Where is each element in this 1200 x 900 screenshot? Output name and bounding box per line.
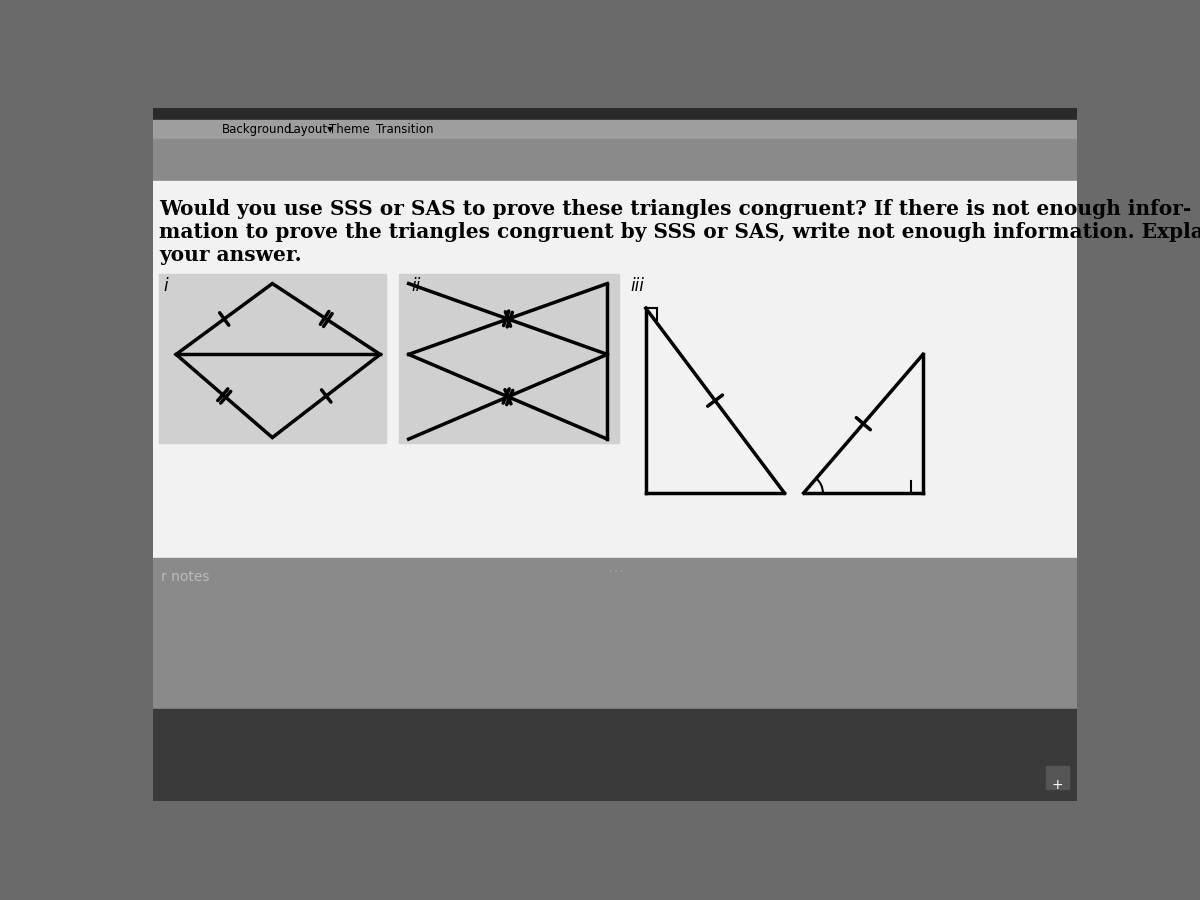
Text: Would you use SSS or SAS to prove these triangles congruent? If there is not eno: Would you use SSS or SAS to prove these … (160, 199, 1192, 219)
Bar (154, 108, 1078, 120)
Text: your answer.: your answer. (160, 245, 301, 266)
Text: i: i (163, 277, 168, 295)
Bar (154, 139, 1078, 181)
Bar (154, 708, 1078, 801)
Bar (154, 558, 1078, 708)
Bar (400, 274, 619, 443)
Bar (154, 120, 1078, 139)
Text: Layout▾: Layout▾ (288, 123, 334, 136)
Text: r notes: r notes (161, 570, 209, 584)
Text: Transition: Transition (377, 123, 434, 136)
Text: Theme: Theme (329, 123, 370, 136)
Text: mation to prove the triangles congruent by SSS or SAS, write not enough informat: mation to prove the triangles congruent … (160, 222, 1200, 242)
Text: ii: ii (410, 277, 420, 295)
Text: ⋯: ⋯ (607, 562, 623, 580)
Bar (160, 274, 386, 443)
Bar (154, 181, 1078, 558)
Text: Background: Background (222, 123, 293, 136)
Text: iii: iii (630, 277, 644, 295)
Text: +: + (1052, 778, 1063, 792)
Bar (1046, 767, 1069, 789)
